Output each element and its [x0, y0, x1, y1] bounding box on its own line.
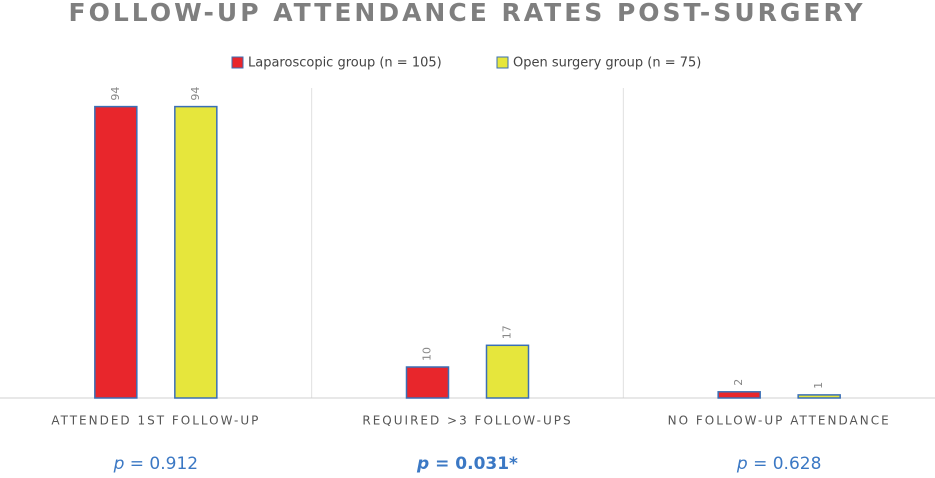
value-label: 2: [732, 379, 745, 386]
value-label: 1: [812, 382, 825, 389]
x-tick-label: REQUIRED >3 FOLLOW-UPS: [362, 414, 572, 428]
x-tick-label: ATTENDED 1ST FOLLOW-UP: [51, 414, 260, 428]
legend-swatch: [496, 56, 509, 69]
annotation-value: = 0.628: [748, 454, 822, 474]
legend-label: Open surgery group (n = 75): [513, 56, 701, 71]
legend-label: Laparoscopic group (n = 105): [248, 56, 442, 71]
annotation-value: = 0.031*: [429, 454, 518, 474]
annotation: p = 0.628: [736, 454, 822, 474]
chart-title: FOLLOW-UP ATTENDANCE RATES POST-SURGERY: [69, 0, 866, 27]
value-label: 17: [501, 325, 514, 339]
value-label: 94: [189, 87, 202, 101]
legend-swatch: [231, 56, 244, 69]
bar: [174, 105, 218, 399]
annotation-symbol: p: [736, 454, 748, 474]
annotation-value: = 0.912: [124, 454, 198, 474]
annotation-symbol: p: [113, 454, 125, 474]
annotation-symbol: p: [416, 454, 429, 474]
value-label: 94: [109, 87, 122, 101]
bar: [797, 394, 841, 399]
bar: [94, 105, 138, 399]
annotation: p = 0.912: [113, 454, 199, 474]
value-label: 10: [421, 347, 434, 361]
bar: [485, 344, 530, 399]
bar: [717, 391, 761, 399]
annotation: p = 0.031*: [416, 454, 518, 474]
bar: [405, 366, 450, 399]
x-tick-label: NO FOLLOW-UP ATTENDANCE: [668, 414, 891, 428]
